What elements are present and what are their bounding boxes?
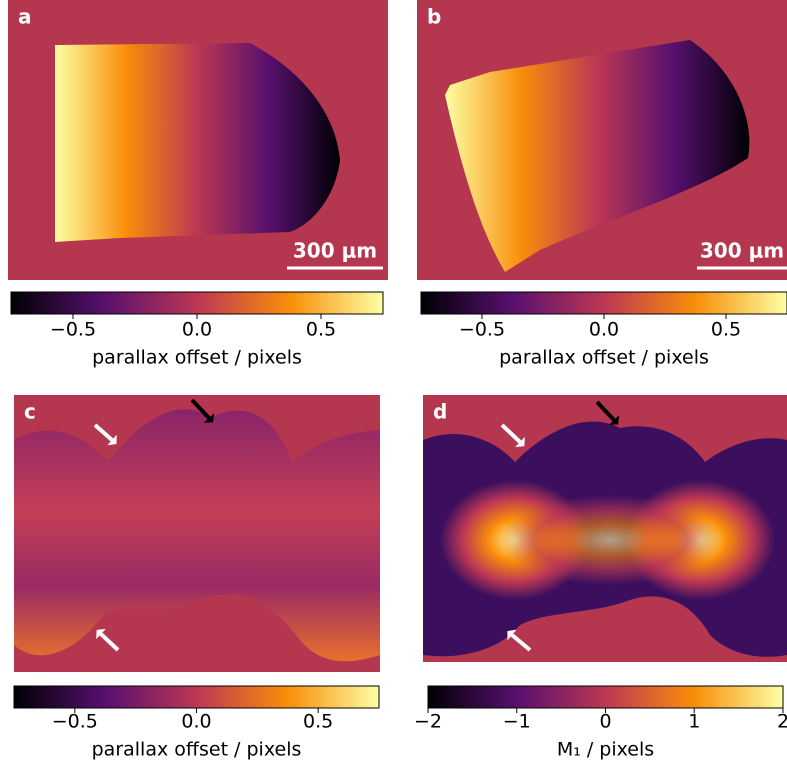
arrow [510, 633, 532, 652]
colorbar [10, 291, 384, 315]
colorbar [13, 685, 380, 709]
arrow-head [96, 628, 106, 640]
arrow-head [515, 436, 525, 448]
image-highlight [500, 495, 720, 585]
colorbar-label: parallax offset / pixels [92, 739, 302, 761]
colorbar [420, 291, 787, 315]
arrow-head [203, 413, 215, 423]
colorbar [427, 685, 784, 709]
panel-label: b [427, 5, 441, 29]
colorbar-tick-label: −0.5 [50, 319, 96, 341]
arrow-head [608, 415, 620, 425]
arrow [190, 398, 211, 420]
arrow-head [507, 629, 517, 641]
colorbar-tick-label: 0.5 [306, 319, 336, 341]
panel-label: a [18, 5, 32, 29]
colorbar-tick-label: 0 [599, 711, 611, 733]
scale-bar-label: 300 μm [293, 239, 377, 263]
colorbar-label: parallax offset / pixels [499, 347, 709, 369]
colorbar-tick-label: 0.5 [303, 711, 333, 733]
colorbar-tick-label: −2 [414, 711, 442, 733]
image-content [14, 409, 380, 662]
colorbar-label: parallax offset / pixels [92, 347, 302, 369]
image-content [445, 40, 750, 272]
colorbar-tick-label: −1 [503, 711, 531, 733]
colorbar-tick-label: 0.0 [589, 319, 619, 341]
image-content [55, 43, 340, 242]
colorbar-tick-label: 0.5 [711, 319, 741, 341]
panel: d −2 −1 0 1 2 M₁ / pixels [414, 395, 787, 761]
scale-bar-label: 300 μm [700, 239, 784, 263]
colorbar-tick-label: −0.5 [52, 711, 98, 733]
colorbar-tick-label: 0.0 [181, 711, 211, 733]
arrow-head [107, 434, 117, 446]
colorbar-label: M₁ / pixels [557, 739, 654, 761]
colorbar-tick-label: −0.5 [459, 319, 505, 341]
panel-label: d [433, 400, 447, 424]
colorbar-tick-label: 0.0 [182, 319, 212, 341]
arrow [99, 632, 120, 652]
arrow [500, 423, 522, 444]
colorbar-tick-label: 1 [688, 711, 700, 733]
panel-label: c [24, 400, 36, 424]
colorbar-tick-label: 2 [777, 711, 787, 733]
arrow [93, 423, 114, 442]
arrow [595, 400, 616, 422]
